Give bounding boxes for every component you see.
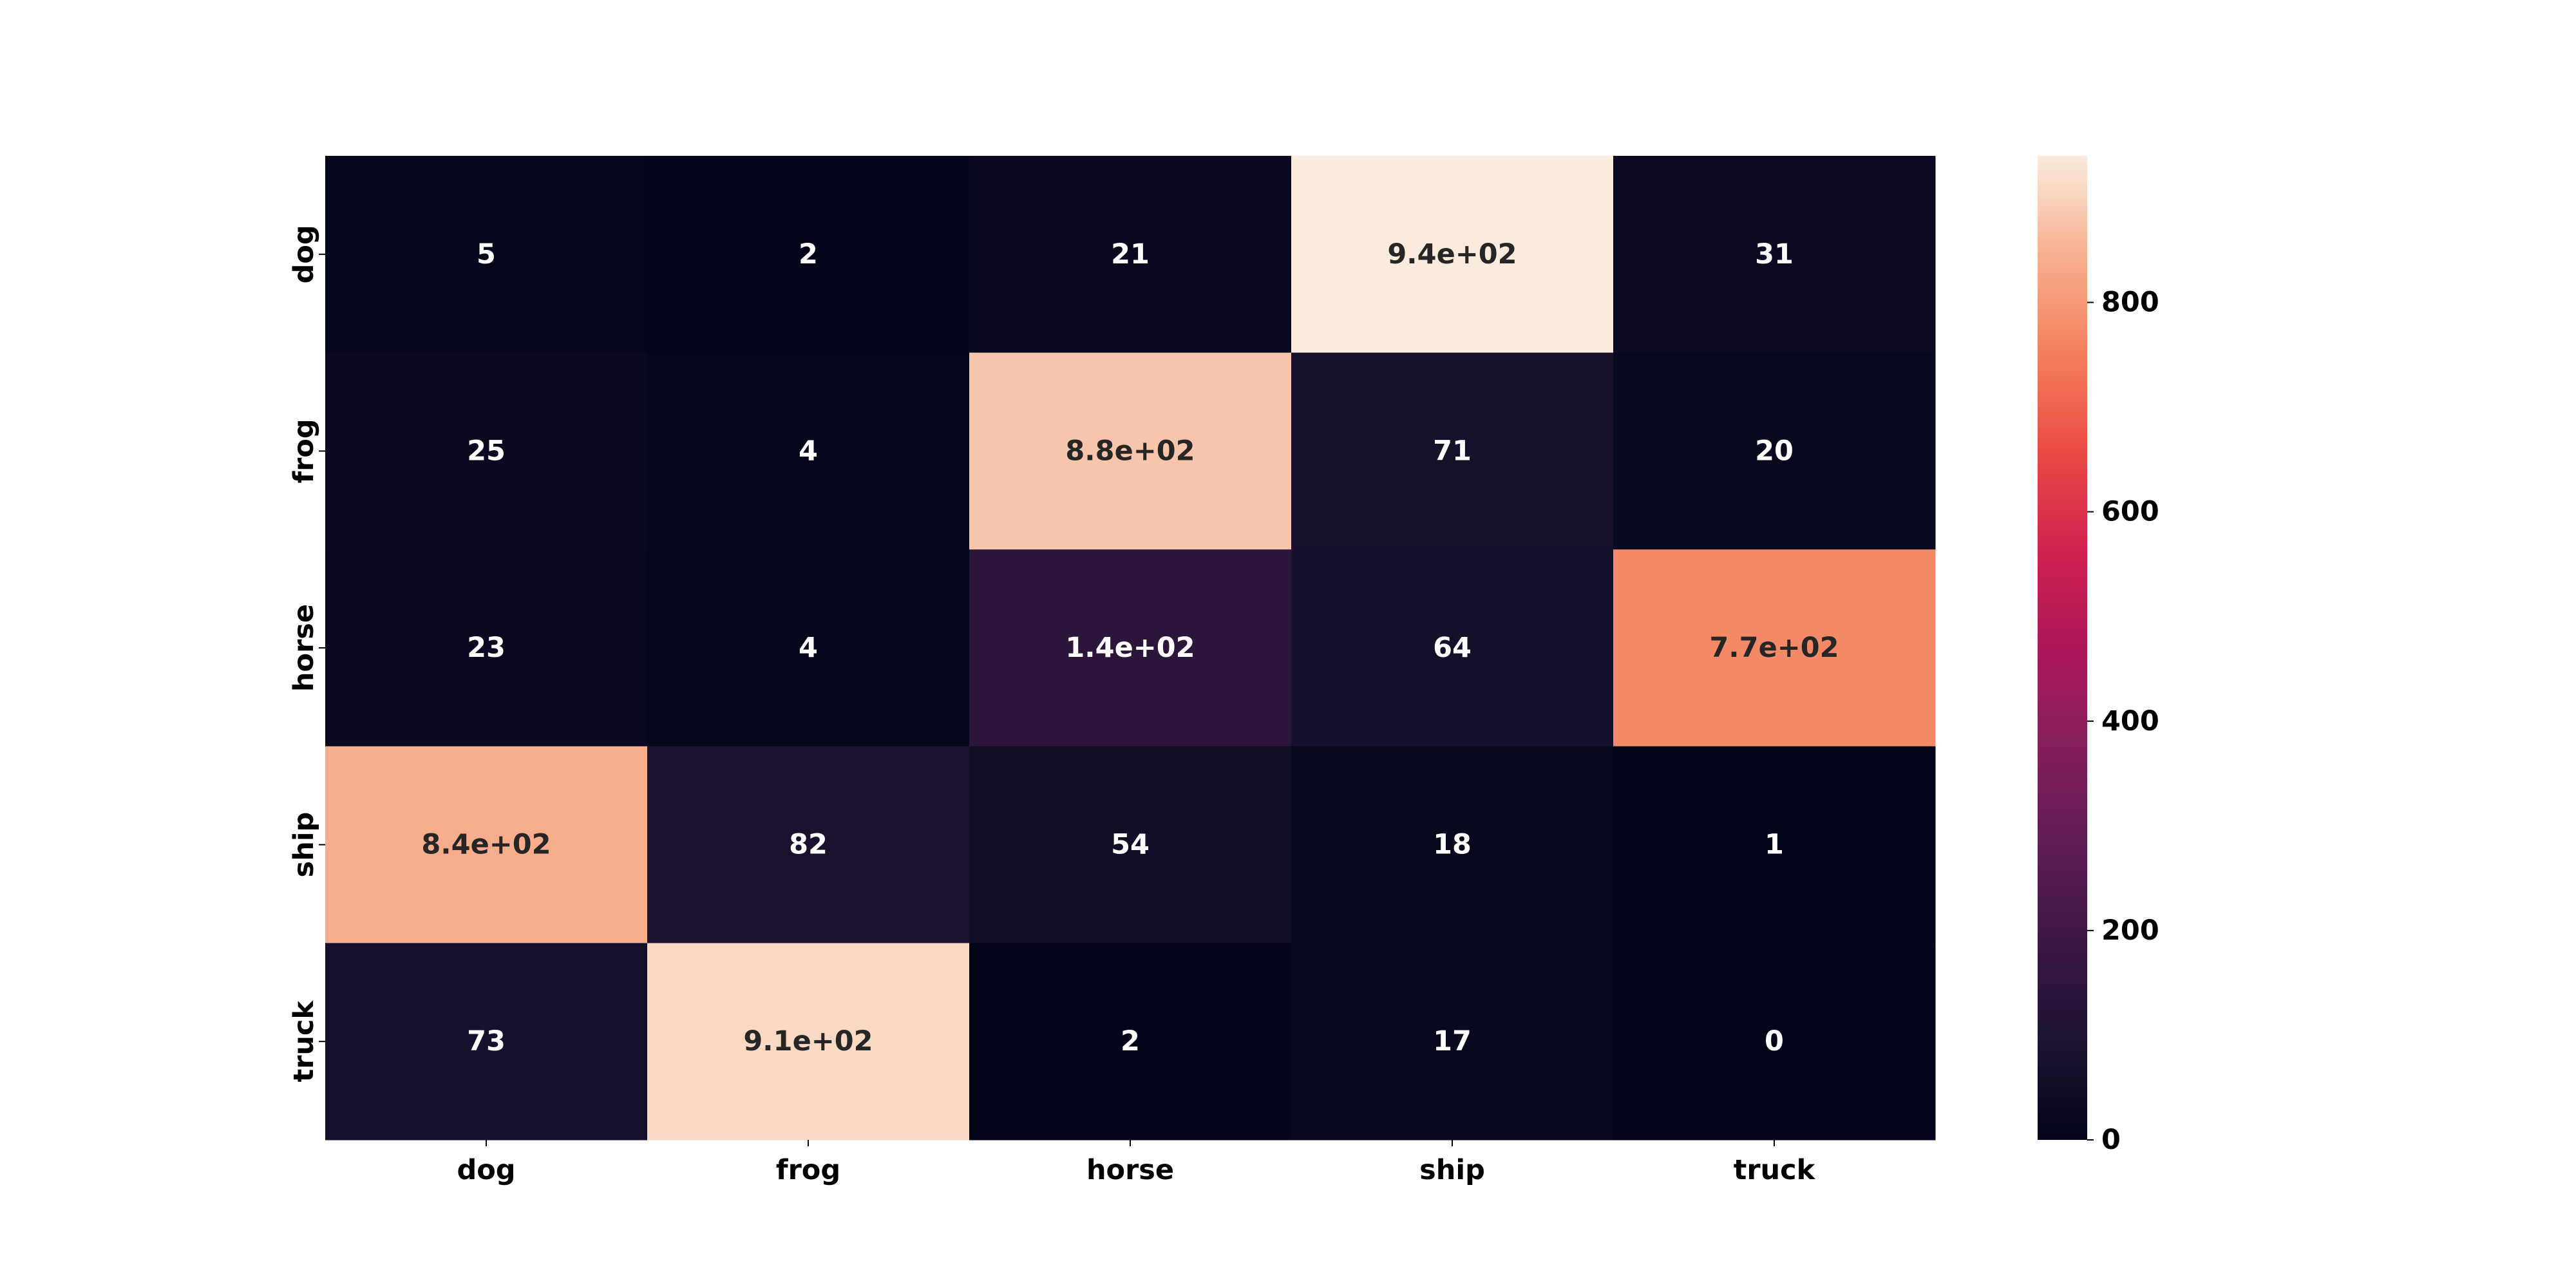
- cell-value-label: 2: [799, 238, 818, 270]
- colorbar-gradient: [2038, 156, 2087, 1140]
- cell-value-label: 73: [467, 1025, 506, 1057]
- heatmap-cell: [1291, 943, 1614, 1141]
- cell-value-label: 64: [1433, 632, 1472, 664]
- heatmap-cell: [325, 352, 648, 550]
- cell-value-label: 9.4e+02: [1387, 238, 1517, 270]
- cell-value-label: 7.7e+02: [1709, 632, 1839, 664]
- heatmap-cell: [969, 746, 1292, 943]
- x-tick-label: truck: [1734, 1154, 1816, 1186]
- heatmap-cell: [1291, 352, 1614, 550]
- cell-value-label: 20: [1755, 435, 1794, 467]
- cell-value-label: 25: [467, 435, 506, 467]
- cell-value-label: 8.4e+02: [421, 829, 551, 861]
- colorbar-ticks: 0 200 400 600 800: [2087, 287, 2159, 1156]
- cell-value-label: 0: [1765, 1025, 1784, 1057]
- heatmap-cell: [1613, 746, 1936, 943]
- y-tick-label: horse: [288, 604, 320, 692]
- cell-value-label: 1: [1765, 829, 1784, 861]
- y-axis: dog frog horse ship truck: [288, 225, 325, 1082]
- x-tick-label: ship: [1419, 1154, 1485, 1186]
- x-tick-label: horse: [1086, 1154, 1174, 1186]
- colorbar-tick-label: 600: [2101, 496, 2159, 528]
- heatmap-cell: [647, 352, 970, 550]
- heatmap-cell: [969, 943, 1292, 1141]
- cell-value-label: 82: [789, 829, 828, 861]
- heatmap-cell: [969, 549, 1292, 747]
- heatmap-cell: [325, 549, 648, 747]
- cell-value-label: 31: [1755, 238, 1794, 270]
- colorbar-tick-label: 200: [2101, 914, 2159, 947]
- heatmap-cell: [1291, 549, 1614, 747]
- cell-value-label: 54: [1111, 829, 1150, 861]
- heatmap-cell: [325, 746, 648, 943]
- heatmap-cell: [1613, 943, 1936, 1141]
- y-tick-label: frog: [288, 419, 320, 483]
- cell-value-label: 17: [1433, 1025, 1472, 1057]
- heatmap-cell: [647, 943, 970, 1141]
- cell-value-label: 71: [1433, 435, 1472, 467]
- heatmap-cell: [1613, 156, 1936, 354]
- y-tick-label: ship: [288, 812, 320, 878]
- colorbar-tick-label: 800: [2101, 287, 2159, 319]
- cell-value-label: 18: [1433, 829, 1472, 861]
- x-tick-label: frog: [776, 1154, 840, 1186]
- cell-value-label: 2: [1121, 1025, 1140, 1057]
- y-tick-label: truck: [288, 1000, 320, 1083]
- heatmap-cell: [1291, 156, 1614, 354]
- cell-value-label: 5: [477, 238, 496, 270]
- heatmap-cell: [325, 156, 648, 354]
- heatmap-cell: [1613, 549, 1936, 747]
- cell-value-label: 9.1e+02: [743, 1025, 873, 1057]
- heatmap-cell: [969, 352, 1292, 550]
- x-tick-label: dog: [457, 1154, 515, 1186]
- colorbar: 0 200 400 600 800: [2038, 156, 2159, 1156]
- heatmap-cell: [647, 156, 970, 354]
- cell-value-label: 1.4e+02: [1065, 632, 1195, 664]
- heatmap-cell: [647, 549, 970, 747]
- colorbar-tick-label: 0: [2101, 1124, 2121, 1156]
- heatmap-cell: [1291, 746, 1614, 943]
- cell-value-label: 4: [799, 435, 818, 467]
- x-axis: dog frog horse ship truck: [457, 1140, 1816, 1186]
- cell-value-label: 23: [467, 632, 506, 664]
- heatmap-cell: [969, 156, 1292, 354]
- y-tick-label: dog: [288, 225, 320, 283]
- cell-value-label: 8.8e+02: [1065, 435, 1195, 467]
- heatmap-cells: [325, 156, 1936, 1141]
- cell-value-label: 21: [1111, 238, 1150, 270]
- cell-value-label: 4: [799, 632, 818, 664]
- colorbar-tick-label: 400: [2101, 705, 2159, 737]
- heatmap-cell: [1613, 352, 1936, 550]
- heatmap-cell: [647, 746, 970, 943]
- heatmap-cell: [325, 943, 648, 1141]
